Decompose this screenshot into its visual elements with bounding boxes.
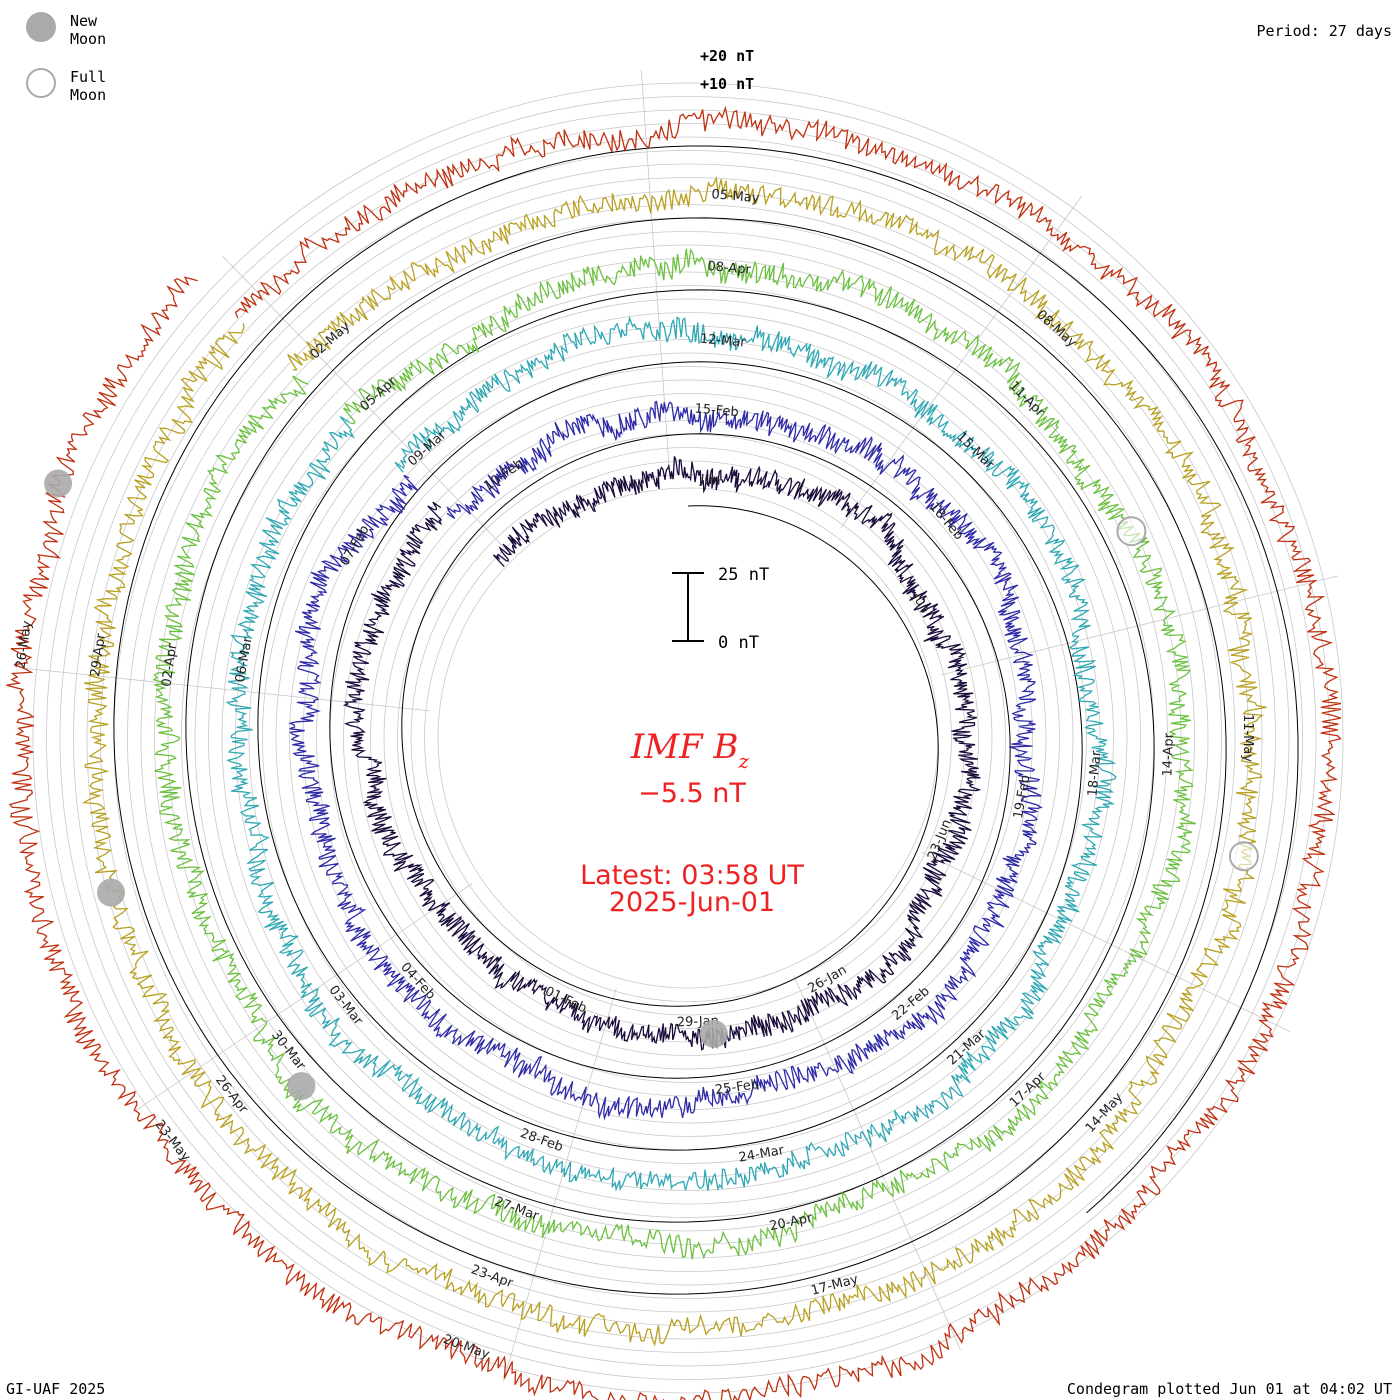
center-readout: IMF Bz −5.5 nT Latest: 03:58 UT 2025-Jun… — [580, 727, 804, 918]
date-tick-label: 29-Apr — [88, 632, 109, 678]
date-tick-label: 03-Mar — [326, 983, 366, 1029]
grid-ring — [46, 96, 1330, 1380]
series-line-mar — [225, 315, 1117, 1192]
series-line-jan — [342, 456, 982, 1051]
label-layer: JunJun23-Jun26-Jan29-Jan01-Feb15-Feb18-F… — [13, 187, 1255, 1363]
grid-spoke — [222, 255, 508, 552]
full-moon-icon — [26, 68, 56, 98]
date-tick-label: 08-Apr — [707, 259, 752, 278]
date-tick-label: 23-Jun — [925, 817, 955, 862]
grid-spoke — [921, 851, 1291, 1033]
date-tick-label: 06-Mar — [233, 635, 256, 683]
grid-spoke — [21, 667, 430, 712]
date-tick-label: 26-Apr — [212, 1073, 251, 1117]
series-line-apr-may — [81, 175, 1267, 1347]
date-tick-label: 28-Feb — [518, 1126, 565, 1155]
date-tick-label: Jun — [699, 472, 722, 489]
center-value: −5.5 nT — [638, 778, 746, 809]
series-layer — [6, 105, 1342, 1400]
grid-ring — [302, 352, 1074, 1124]
grid-ring — [100, 150, 1276, 1326]
date-tick-label: 02-Apr — [159, 642, 180, 688]
grid-spoke — [793, 975, 961, 1351]
scale-bottom-label: 0 nT — [718, 633, 759, 653]
grid-ring — [181, 231, 1195, 1245]
date-tick-label: 26-May — [13, 620, 35, 670]
grid-spoke — [132, 883, 473, 1113]
period-label: Period: 27 days — [1256, 22, 1392, 40]
plotted-label: Condegram plotted Jun 01 at 04:02 UT — [1066, 1380, 1392, 1398]
full-moon-marker — [1228, 841, 1259, 872]
grid-ring — [140, 190, 1236, 1286]
grid-ring — [73, 123, 1303, 1353]
svg-text:IMF Bz: IMF Bz — [630, 727, 750, 773]
center-title: IMF B — [630, 727, 739, 767]
scale-bar: 25 nT 0 nT — [672, 565, 769, 653]
new-moon-marker — [44, 469, 73, 498]
full-moon-label: Full Moon — [70, 68, 107, 104]
grid-ring — [32, 82, 1344, 1394]
grid-ring — [289, 339, 1087, 1137]
grid-spoke — [840, 195, 1083, 528]
grid-ring — [262, 312, 1114, 1164]
date-tick-label: 25-Feb — [714, 1077, 760, 1098]
date-tick-label: 27-Mar — [492, 1194, 541, 1224]
new-moon-marker — [699, 1020, 728, 1048]
new-moon-label: New Moon — [70, 12, 107, 48]
grid-ring — [410, 460, 966, 1016]
date-tick-label: Jun — [909, 590, 933, 616]
grid-spoke — [502, 987, 617, 1383]
date-tick-label: 14-Apr — [1160, 732, 1177, 777]
center-title-sub: z — [738, 749, 750, 773]
moon-layer — [44, 469, 1259, 1101]
scale-label-10: +10 nT — [700, 75, 754, 93]
new-moon-marker — [97, 878, 125, 907]
full-moon-marker — [1116, 516, 1147, 547]
scale-label-20: +20 nT — [700, 47, 754, 65]
series-line-may — [6, 105, 1342, 1400]
grid-ring — [424, 474, 952, 1002]
grid-ring — [356, 406, 1020, 1070]
date-tick-label: 12-Mar — [699, 332, 747, 351]
grid-spoke — [940, 575, 1339, 676]
grid-ring — [397, 447, 979, 1029]
credit-label: GI-UAF 2025 — [6, 1380, 106, 1398]
new-moon-icon — [26, 12, 56, 42]
scale-top-label: 25 nT — [718, 565, 769, 585]
new-moon-marker — [287, 1072, 316, 1101]
grid-spoke — [640, 69, 671, 479]
center-date: 2025-Jun-01 — [609, 887, 775, 918]
baseline-spiral — [113, 145, 1299, 1295]
date-tick-label: 11-May — [1240, 714, 1255, 762]
series-line-feb — [288, 400, 1043, 1121]
date-tick-label: 15-Feb — [694, 402, 739, 421]
date-tick-label: 18-Mar — [1085, 749, 1104, 797]
series-line-apr — [152, 247, 1197, 1260]
date-tick-label: 05-May — [711, 187, 761, 206]
date-tick-label: 26-Jan — [806, 963, 850, 997]
grid-ring — [248, 298, 1128, 1178]
grid-ring — [86, 136, 1290, 1340]
grid-ring — [343, 393, 1033, 1083]
grid-ring — [127, 177, 1249, 1299]
date-tick-label: 20-May — [441, 1332, 492, 1363]
grid-ring — [59, 109, 1317, 1367]
date-tick-label: 19-Feb — [1011, 774, 1033, 820]
date-tick-label: 30-Mar — [268, 1028, 308, 1074]
center-latest: Latest: 03:58 UT — [580, 860, 804, 891]
